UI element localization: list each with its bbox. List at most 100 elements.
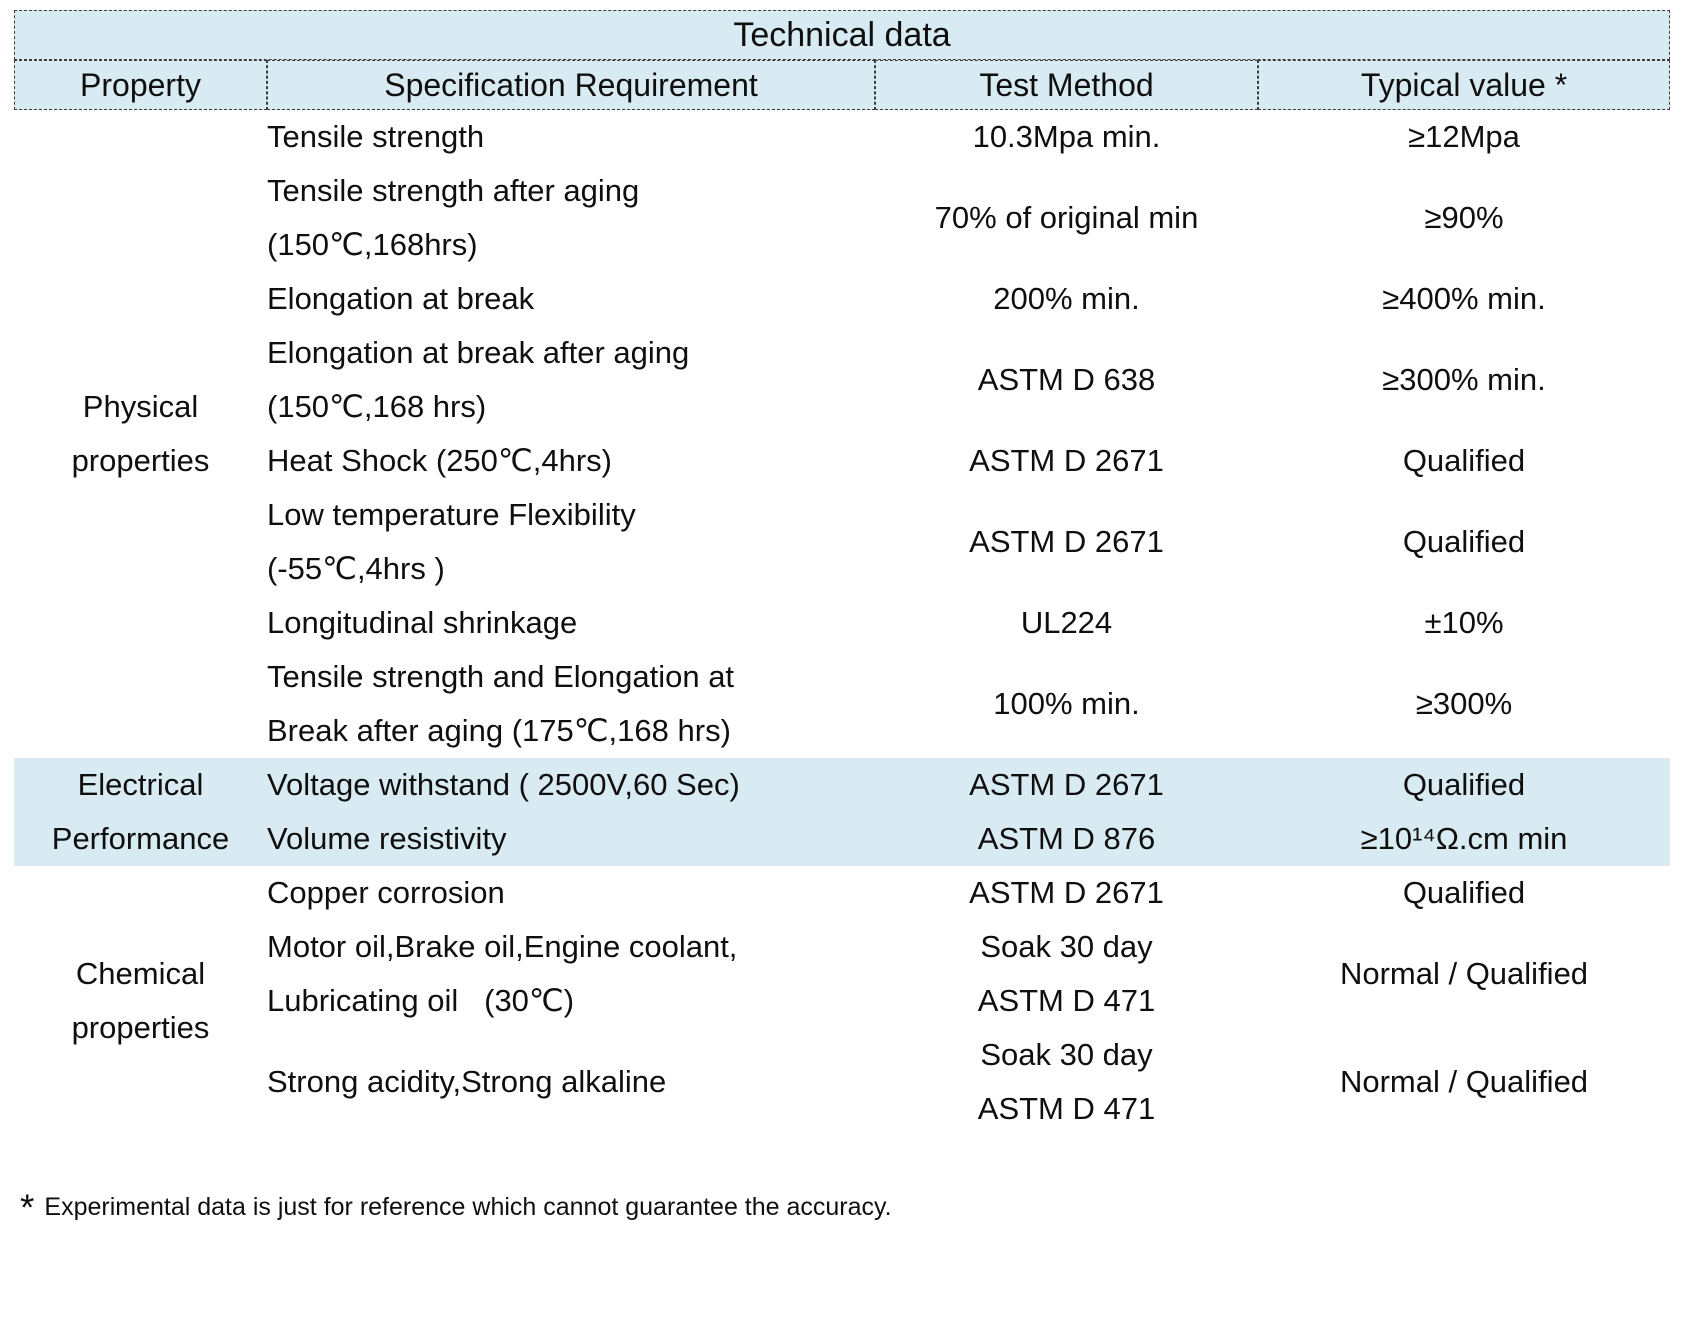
typical-value-cell-line: Qualified: [1402, 767, 1526, 802]
test-method-cell: Soak 30 day ASTM D 471: [875, 1028, 1258, 1136]
typical-value-cell-line: ≥90%: [1424, 200, 1504, 235]
spec-requirement-cell-line: Lubricating oil (30℃): [267, 983, 575, 1018]
spec-requirement-cell-line: Tensile strength after aging: [267, 173, 640, 208]
spec-requirement-cell-line: Elongation at break: [267, 281, 535, 316]
test-method-cell-line: Soak 30 day: [980, 1037, 1153, 1072]
test-method-cell-line: 100% min.: [993, 686, 1140, 721]
property-group-label: Chemical properties: [14, 866, 267, 1136]
test-method-cell: 100% min.: [875, 650, 1258, 758]
test-method-cell: ASTM D 2671: [875, 434, 1258, 488]
spec-requirement-cell-line: Break after aging (175℃,168 hrs): [267, 713, 731, 748]
test-method-cell-line: 10.3Mpa min.: [972, 119, 1161, 154]
column-header-property: Property: [14, 60, 267, 110]
test-method-cell: ASTM D 876: [875, 812, 1258, 866]
spec-requirement-cell: Copper corrosion: [267, 866, 875, 920]
typical-value-cell: Normal / Qualified: [1258, 920, 1670, 1028]
test-method-cell: ASTM D 638: [875, 326, 1258, 434]
spec-requirement-cell-line: Longitudinal shrinkage: [267, 605, 578, 640]
typical-value-cell: Qualified: [1258, 434, 1670, 488]
property-group-label-line: Performance: [51, 821, 230, 856]
spec-requirement-cell: Strong acidity,Strong alkaline: [267, 1028, 875, 1136]
property-group-label: Electrical Performance: [14, 758, 267, 866]
test-method-cell-line: ASTM D 2671: [969, 767, 1164, 802]
table-row: Physical properties Tensile strength 10.3Mp…: [14, 110, 1670, 758]
footnote-asterisk: *: [20, 1187, 35, 1228]
spec-requirement-cell-line: Volume resistivity: [267, 821, 507, 856]
test-method-cell-line: ASTM D 638: [977, 362, 1156, 397]
property-group-label-line: properties: [71, 1010, 210, 1045]
spec-requirement-cell: Tensile strength and Elongation at Break …: [267, 650, 875, 758]
spec-requirement-cell: Tensile strength: [267, 110, 875, 164]
typical-value-cell-line: ≥300%: [1415, 686, 1513, 721]
typical-value-cell: Normal / Qualified: [1258, 1028, 1670, 1136]
test-method-cell-line: ASTM D 471: [977, 983, 1156, 1018]
typical-value-cell-line: Normal / Qualified: [1339, 1064, 1589, 1099]
typical-value-cell: ≥300% min.: [1258, 326, 1670, 434]
typical-value-cell-line: ≥400% min.: [1382, 281, 1546, 316]
table-row: Elongation at break 200% min. ≥400% min.: [14, 272, 1670, 326]
property-group-label-line: Chemical: [75, 956, 206, 991]
spec-requirement-cell-line: Voltage withstand ( 2500V,60 Sec): [267, 767, 740, 802]
typical-value-cell: ≥10¹⁴Ω.cm min: [1258, 812, 1670, 866]
typical-value-cell: Qualified: [1258, 758, 1670, 812]
typical-value-cell-line: ≥12Mpa: [1408, 119, 1520, 154]
property-group-label-line: Electrical: [77, 767, 204, 802]
spec-requirement-cell-line: Low temperature Flexibility: [267, 497, 636, 532]
footnote: * Experimental data is just for reference…: [20, 1185, 892, 1228]
spec-requirement-cell-line: (-55℃,4hrs ): [267, 551, 445, 586]
property-group-label-line: properties: [71, 443, 210, 478]
spec-requirement-cell: Longitudinal shrinkage: [267, 596, 875, 650]
typical-value-cell-line: Qualified: [1402, 443, 1526, 478]
spec-requirement-cell: Heat Shock (250℃,4hrs): [267, 434, 875, 488]
test-method-cell-line: UL224: [1020, 605, 1113, 640]
spec-requirement-cell: Tensile strength after aging (150℃,168hrs…: [267, 164, 875, 272]
test-method-cell: ASTM D 2671: [875, 488, 1258, 596]
property-group-label-line: Physical: [82, 389, 199, 424]
test-method-cell-line: 200% min.: [993, 281, 1140, 316]
typical-value-cell: ≥300%: [1258, 650, 1670, 758]
table-title-row: Technical data: [14, 10, 1670, 60]
test-method-cell: ASTM D 2671: [875, 758, 1258, 812]
table-row: Elongation at break after aging (150℃,168…: [14, 326, 1670, 434]
typical-value-cell-line: Qualified: [1402, 524, 1526, 559]
typical-value-cell-line: ≥300% min.: [1382, 362, 1546, 397]
table-row: Tensile strength after aging (150℃,168hrs…: [14, 164, 1670, 272]
test-method-cell-line: ASTM D 876: [977, 821, 1156, 856]
spec-requirement-cell-line: Heat Shock (250℃,4hrs): [267, 443, 612, 478]
table-title: Technical data: [14, 10, 1670, 60]
table-row: Tensile strength and Elongation at Break …: [14, 650, 1670, 758]
typical-value-cell-line: ≥10¹⁴Ω.cm min: [1360, 821, 1568, 856]
typical-value-cell: Qualified: [1258, 866, 1670, 920]
footnote-text: Experimental data is just for reference …: [44, 1193, 892, 1221]
spec-requirement-cell-line: Copper corrosion: [267, 875, 505, 910]
table-row: Volume resistivity ASTM D 876 ≥10¹⁴Ω.cm mi…: [14, 812, 1670, 866]
test-method-cell: UL224: [875, 596, 1258, 650]
column-header-specification-requirement: Specification Requirement: [267, 60, 875, 110]
table-row: Longitudinal shrinkage UL224 ±10%: [14, 596, 1670, 650]
test-method-cell: 10.3Mpa min.: [875, 110, 1258, 164]
test-method-cell-line: 70% of original min: [934, 200, 1199, 235]
typical-value-cell: ≥400% min.: [1258, 272, 1670, 326]
typical-value-cell-line: Normal / Qualified: [1339, 956, 1589, 991]
typical-value-cell-line: ±10%: [1424, 605, 1504, 640]
test-method-cell: 70% of original min: [875, 164, 1258, 272]
typical-value-cell: Qualified: [1258, 488, 1670, 596]
spec-requirement-cell: Motor oil,Brake oil,Engine coolant, Lubri…: [267, 920, 875, 1028]
table-header-row: Property Specification Requirement Test …: [14, 60, 1670, 110]
spec-requirement-cell-line: (150℃,168hrs): [267, 227, 478, 262]
typical-value-cell-line: Qualified: [1402, 875, 1526, 910]
test-method-cell-line: ASTM D 2671: [969, 524, 1164, 559]
table-row: Chemical properties Copper corrosion ASTM D…: [14, 866, 1670, 1136]
spec-requirement-cell-line: Tensile strength: [267, 119, 485, 154]
table-row: Low temperature Flexibility (-55℃,4hrs ) A…: [14, 488, 1670, 596]
spec-requirement-cell: Low temperature Flexibility (-55℃,4hrs ): [267, 488, 875, 596]
spec-requirement-cell-line: Elongation at break after aging: [267, 335, 690, 370]
test-method-cell: Soak 30 day ASTM D 471: [875, 920, 1258, 1028]
column-header-typical-value: Typical value *: [1258, 60, 1670, 110]
technical-data-table: Technical data Property Specification Re…: [14, 10, 1670, 1136]
spec-requirement-cell: Voltage withstand ( 2500V,60 Sec): [267, 758, 875, 812]
table-row: Electrical Performance Voltage withstand (…: [14, 758, 1670, 866]
table-row: Motor oil,Brake oil,Engine coolant, Lubri…: [14, 920, 1670, 1028]
table-row: Heat Shock (250℃,4hrs) ASTM D 2671 Qualifi…: [14, 434, 1670, 488]
typical-value-cell: ≥12Mpa: [1258, 110, 1670, 164]
